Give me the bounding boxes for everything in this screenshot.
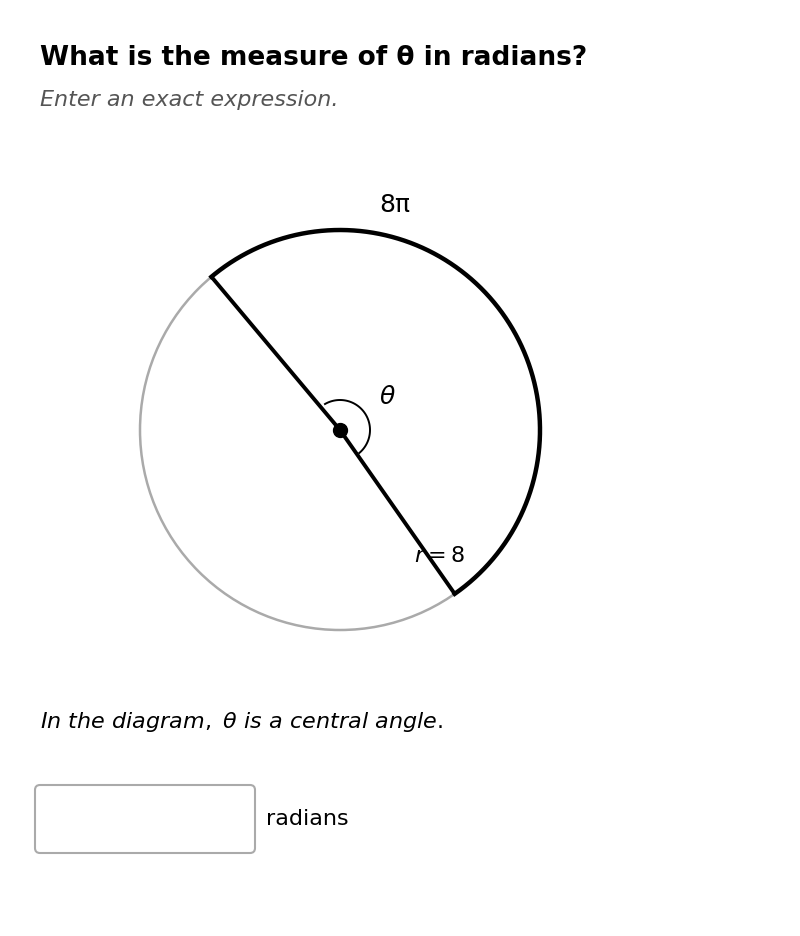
Text: $\theta$: $\theta$ xyxy=(379,385,396,409)
Text: $r = 8$: $r = 8$ xyxy=(414,547,465,566)
Text: $\it{In\ the\ diagram,\ \theta\ is\ a\ central\ angle.}$: $\it{In\ the\ diagram,\ \theta\ is\ a\ c… xyxy=(40,710,442,734)
Text: 8π: 8π xyxy=(379,194,410,217)
Text: radians: radians xyxy=(266,809,349,829)
FancyBboxPatch shape xyxy=(35,785,255,853)
Text: What is the measure of θ in radians?: What is the measure of θ in radians? xyxy=(40,45,587,71)
Text: Enter an exact expression.: Enter an exact expression. xyxy=(40,90,338,110)
